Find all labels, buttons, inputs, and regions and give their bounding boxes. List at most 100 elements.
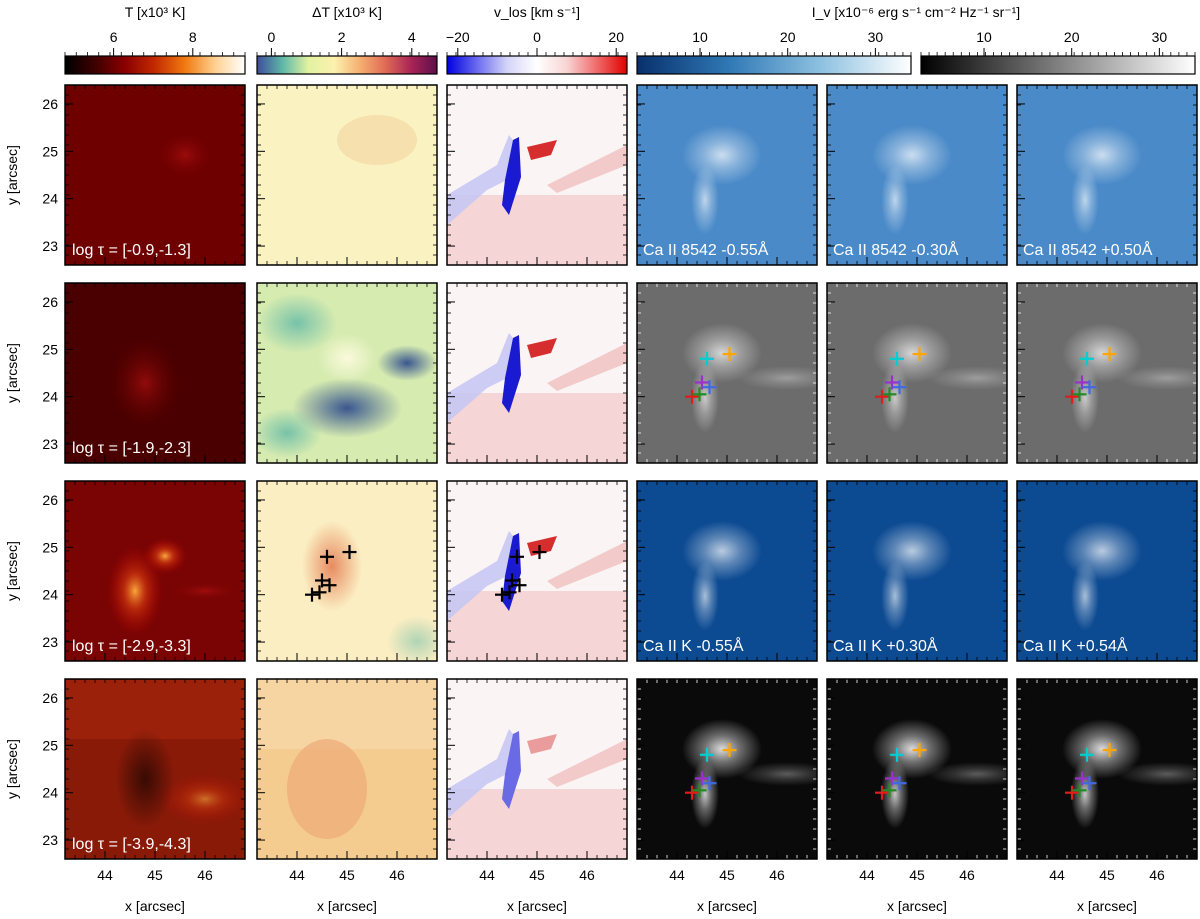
colorbar-4: 10 20 30: [636, 29, 912, 75]
colorbar-tick-label: 0: [268, 29, 276, 45]
marker-cross-2: [882, 783, 897, 798]
marker-cross-6: [342, 545, 357, 560]
bright-loop: [872, 125, 952, 185]
panel-background: [257, 85, 437, 265]
blueshift-region: [447, 729, 517, 819]
panel-r4-c4: [636, 678, 818, 860]
y-axis-label: y [arcsec]: [4, 541, 20, 601]
warm-patch: [337, 115, 417, 165]
panel-image: [1017, 85, 1197, 265]
marker-cross-5: [320, 549, 334, 564]
colorbar-2: 0 2 4 ΔT [x10³ K]: [256, 4, 438, 75]
panel-frame: [636, 480, 818, 662]
marker-cross-1: [495, 587, 509, 602]
cool-patch: [292, 378, 402, 438]
panel-frame: [826, 480, 1008, 662]
cool-patch: [257, 293, 337, 353]
redshift-region: [447, 591, 627, 661]
panel-r3-c5: Ca II K +0.30Å: [826, 480, 1008, 662]
panel-image: [257, 85, 437, 265]
bright-jet: [881, 165, 909, 235]
redshift-streak: [547, 541, 627, 589]
y-tick-label: 24: [42, 191, 58, 207]
panel-image: [257, 679, 437, 859]
y-tick-label: 24: [42, 785, 58, 801]
panel-frame: [636, 282, 818, 464]
x-tick-label: 46: [389, 867, 405, 883]
marker-cross-2: [312, 585, 327, 600]
x-tick-label: 46: [959, 867, 975, 883]
marker-cross-6: [1102, 743, 1117, 758]
x-tick-label: 45: [1099, 867, 1115, 883]
strong-redshift: [527, 338, 557, 358]
marker-cross-4: [702, 380, 717, 395]
colorbar-3: −20 0 20 v_los [km s⁻¹]: [446, 4, 628, 75]
marker-cross-3: [695, 375, 709, 390]
marker-cross-3: [695, 771, 709, 786]
y-tick-label: 23: [42, 832, 58, 848]
colorbar-gradient: [256, 55, 438, 75]
marker-cross-3: [885, 375, 899, 390]
y-axis-label: y [arcsec]: [4, 739, 20, 799]
x-tick-label: 45: [529, 867, 545, 883]
marker-cross-6: [722, 743, 737, 758]
blueshift-region: [447, 531, 517, 621]
marker-cross-4: [322, 578, 337, 593]
marker-cross-6: [1102, 347, 1117, 362]
line-label: Ca II K -0.55Å: [643, 636, 744, 655]
panel-image: [447, 481, 627, 661]
panel-r3-c4: Ca II K -0.55Å: [636, 480, 818, 662]
strong-blueshift: [502, 137, 521, 215]
cool-patch: [377, 345, 437, 381]
upper-layer: [257, 679, 437, 749]
tau-label: log τ = [-3.9,-4.3]: [72, 836, 191, 853]
tau-label: log τ = [-0.9,-1.3]: [72, 242, 191, 259]
panel-r2-c5: [826, 282, 1008, 464]
colorbar-tick-label: −20: [446, 29, 470, 45]
panel-frame: [826, 84, 1008, 266]
line-label: Ca II K +0.30Å: [833, 636, 938, 655]
x-axis-label: x [arcsec]: [317, 898, 377, 914]
x-tick-label: 45: [147, 867, 163, 883]
x-tick-label: 46: [769, 867, 785, 883]
marker-cross-4: [702, 776, 717, 791]
panel-frame: [256, 678, 438, 860]
strong-blueshift: [502, 731, 521, 809]
colorbar-tick-label: 20: [780, 29, 796, 45]
x-tick-label: 46: [579, 867, 595, 883]
marker-cross-5: [700, 747, 714, 762]
panel-image: [637, 679, 817, 859]
panel-image: [637, 283, 817, 463]
y-tick-label: 23: [42, 634, 58, 650]
blueshift-region: [447, 135, 517, 225]
bright-streak: [1117, 762, 1197, 786]
colorbar-tick-label: 10: [976, 29, 992, 45]
panel-image: [827, 679, 1007, 859]
marker-cross-1: [1065, 389, 1079, 404]
panel-frame: [446, 480, 628, 662]
marker-cross-1: [875, 389, 889, 404]
bright-jet: [1071, 165, 1099, 235]
colorbar-tick-label: 20: [608, 29, 624, 45]
redshift-streak: [547, 145, 627, 193]
marker-cross-3: [1075, 375, 1089, 390]
colorbar-tick-label: 30: [868, 29, 884, 45]
panel-frame: [636, 678, 818, 860]
x-axis-label: x [arcsec]: [125, 898, 185, 914]
strong-blueshift: [502, 335, 521, 413]
colorbar-tick-label: 0: [533, 29, 541, 45]
brightening-patch: [165, 581, 245, 601]
cool-patch: [387, 616, 437, 661]
colorbar-title: T [x10³ K]: [125, 4, 185, 20]
marker-cross-6: [912, 347, 927, 362]
line-label: Ca II 8542 +0.50Å: [1023, 240, 1153, 259]
y-tick-label: 23: [42, 238, 58, 254]
panel-frame: [446, 84, 628, 266]
marker-cross-3: [1075, 771, 1089, 786]
colorbar-5: 10 20 30: [920, 29, 1196, 75]
bright-streak: [927, 762, 1007, 786]
marker-cross-4: [512, 578, 527, 593]
marker-cross-2: [692, 783, 707, 798]
x-tick-label: 44: [479, 867, 495, 883]
marker-cross-6: [722, 347, 737, 362]
